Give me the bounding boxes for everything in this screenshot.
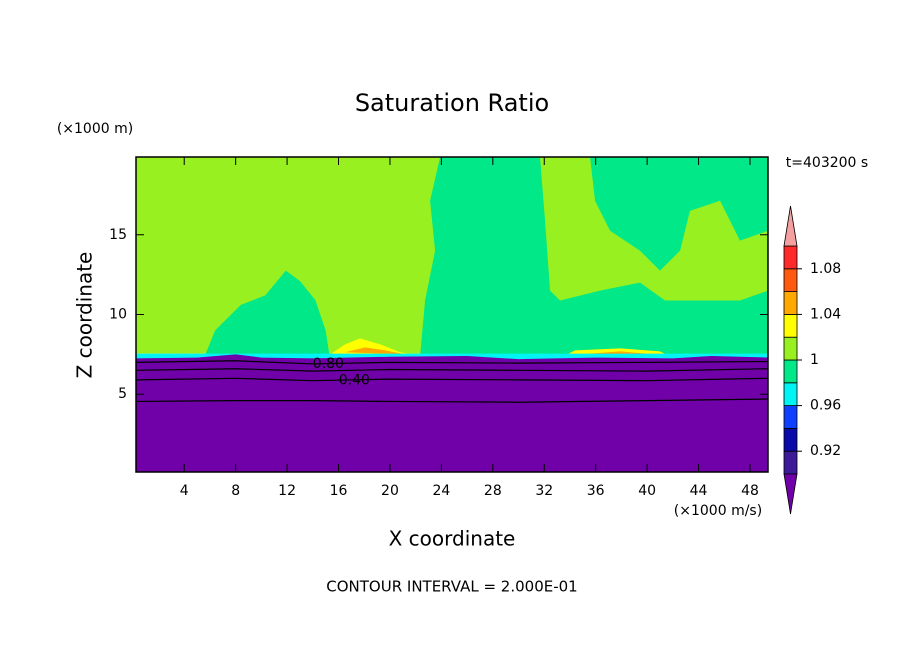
x-tick-label: 32: [535, 483, 553, 499]
contour-fill: [136, 354, 768, 472]
colorbar-over: [783, 205, 798, 247]
contour-fill: [420, 157, 566, 356]
x-tick-label: 8: [231, 483, 240, 499]
contour-line: [135, 360, 769, 365]
contour-fill: [590, 157, 768, 271]
contour-label: 0.40: [339, 373, 370, 389]
colorbar-segment: [783, 382, 798, 406]
contour-line: [135, 368, 769, 372]
x-unit: (×1000 m/s): [674, 503, 762, 519]
contour-line: [135, 398, 769, 403]
x-tick-label: 24: [432, 483, 450, 499]
contour-fill: [560, 282, 768, 356]
x-tick-label: 16: [330, 483, 348, 499]
colorbar-segment: [783, 313, 798, 338]
y-tick-label: 10: [109, 307, 127, 323]
colorbar-tick-label: 1.08: [810, 261, 841, 277]
contour-line: [135, 377, 769, 382]
y-unit: (×1000 m): [57, 121, 133, 137]
x-tick-label: 28: [484, 483, 502, 499]
colorbar-segment: [783, 427, 798, 452]
x-tick-label: 20: [381, 483, 399, 499]
time-label: t=403200 s: [786, 155, 868, 171]
colorbar-segment: [783, 359, 798, 384]
colorbar-tick-label: 1: [810, 352, 819, 368]
colorbar-tick-label: 1.04: [810, 306, 841, 322]
colorbar-under: [783, 473, 798, 515]
colorbar-segment: [783, 268, 798, 292]
colorbar-tick-label: 0.96: [810, 398, 841, 414]
x-axis-label: X coordinate: [389, 527, 516, 551]
colorbar-segment: [783, 336, 798, 361]
contour-fill: [204, 270, 330, 356]
x-tick-label: 44: [690, 483, 708, 499]
footer: CONTOUR INTERVAL = 2.000E-01: [326, 578, 577, 596]
chart-title: Saturation Ratio: [355, 89, 549, 117]
x-tick-label: 12: [278, 483, 296, 499]
contour-fill: [345, 347, 406, 355]
colorbar-segment: [783, 291, 798, 315]
x-tick-label: 48: [741, 483, 759, 499]
contour-label: 0.80: [313, 356, 344, 372]
x-tick-label: 4: [180, 483, 189, 499]
y-axis-label: Z coordinate: [73, 252, 97, 379]
x-tick-label: 36: [587, 483, 605, 499]
y-tick-label: 5: [118, 386, 127, 402]
colorbar-segment: [783, 245, 798, 270]
colorbar-segment: [783, 405, 798, 429]
colorbar-segment: [783, 450, 798, 475]
colorbar-tick-label: 0.92: [810, 443, 841, 459]
x-tick-label: 40: [638, 483, 656, 499]
y-tick-label: 15: [109, 227, 127, 243]
